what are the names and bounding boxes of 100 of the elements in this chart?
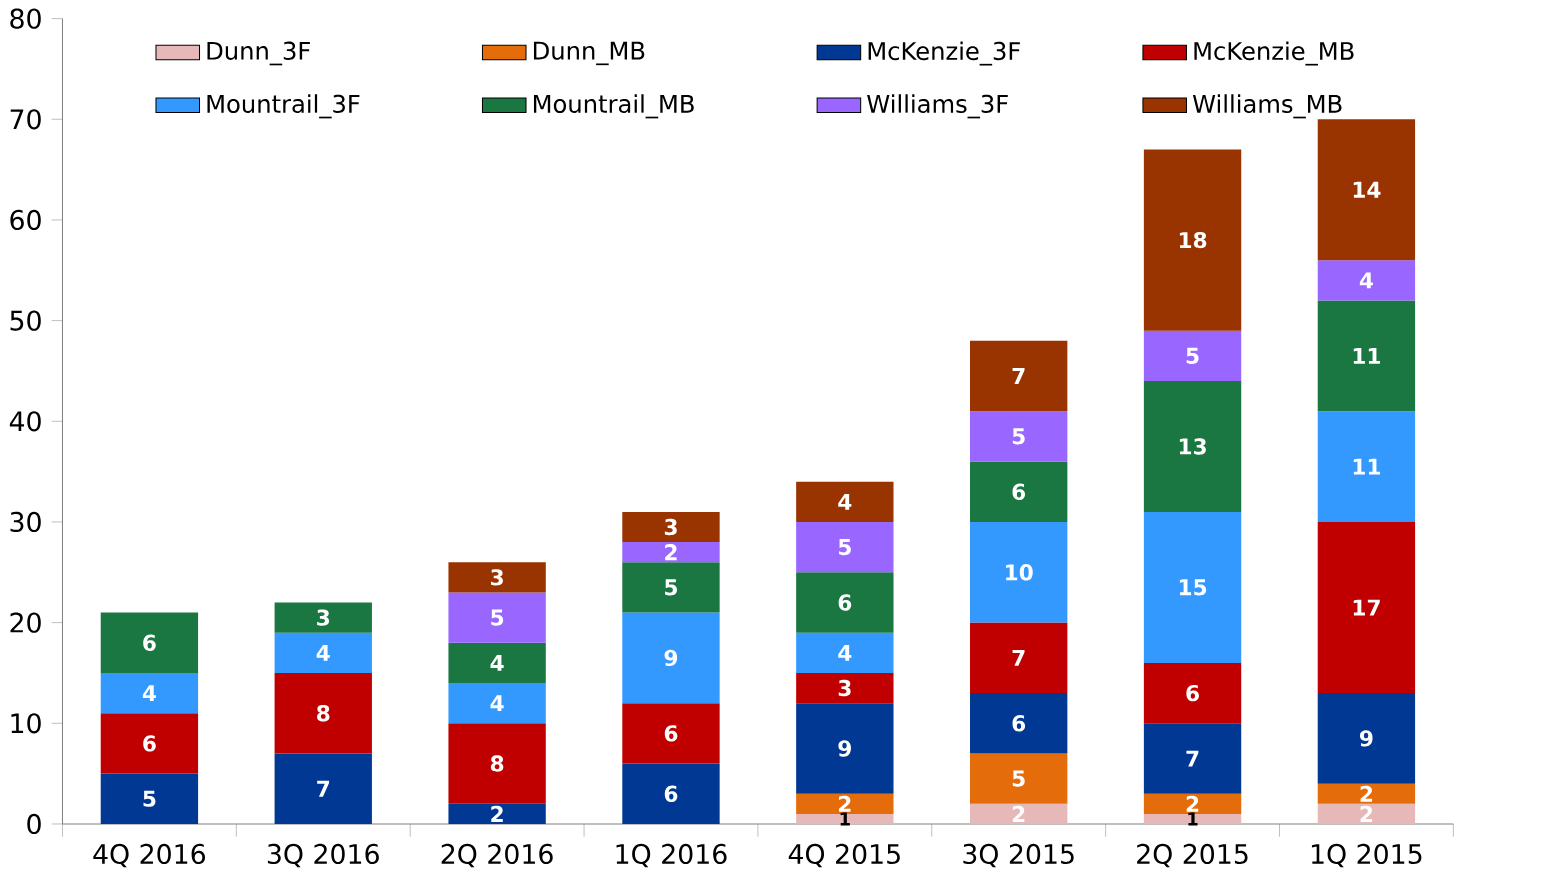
- bar: [622, 542, 720, 563]
- bar: [100, 673, 199, 714]
- x-tick-label: 3Q 2015: [963, 844, 1074, 868]
- y-tick-label: 80: [10, 8, 41, 29]
- bar: [1317, 260, 1416, 301]
- x-tick-label: 3Q 2016: [267, 844, 379, 868]
- bar: [970, 411, 1068, 462]
- bar: [970, 522, 1068, 623]
- data-label: 1: [840, 812, 850, 826]
- data-label: 10: [1006, 564, 1033, 581]
- data-label: 7: [1012, 650, 1025, 666]
- data-label: 7: [1012, 368, 1025, 385]
- bar: [970, 340, 1068, 412]
- bar: [1143, 330, 1242, 382]
- data-label: 4: [490, 695, 504, 712]
- data-label: 15: [1179, 579, 1207, 596]
- data-label: 2: [1360, 806, 1373, 823]
- bar: [622, 763, 720, 825]
- bar: [970, 803, 1068, 825]
- bar: [274, 753, 372, 825]
- data-label: 9: [1359, 730, 1373, 747]
- bar: [796, 522, 894, 573]
- data-label: 6: [143, 634, 156, 652]
- bar: [970, 693, 1068, 754]
- data-label: 4: [838, 494, 852, 510]
- bar: [622, 562, 720, 613]
- bar: [100, 612, 199, 674]
- bar: [1317, 783, 1416, 804]
- bar: [970, 461, 1068, 523]
- bar: [274, 632, 372, 674]
- bar: [796, 481, 894, 523]
- data-label: 4: [838, 645, 852, 661]
- bar: [796, 673, 894, 704]
- bar: [448, 683, 546, 724]
- data-label: 4: [490, 655, 504, 671]
- data-label: 18: [1179, 232, 1207, 249]
- data-label: 9: [838, 740, 851, 757]
- data-label: 2: [1186, 795, 1199, 813]
- data-label: 5: [491, 609, 504, 626]
- data-label: 3: [317, 609, 330, 626]
- data-label: 9: [664, 649, 678, 667]
- data-label: 6: [1186, 685, 1199, 702]
- bar: [796, 632, 894, 674]
- x-tick-label: 4Q 2015: [788, 844, 900, 868]
- bar: [622, 703, 720, 764]
- data-label: 2: [1360, 785, 1373, 802]
- bar: [274, 673, 372, 754]
- data-label: 3: [838, 680, 851, 697]
- bar: [448, 562, 546, 593]
- bar: [622, 512, 720, 543]
- data-label: 8: [490, 755, 504, 772]
- data-label: 2: [665, 544, 677, 561]
- data-label: 6: [143, 735, 156, 752]
- data-label: 2: [491, 806, 503, 823]
- bar: [1317, 693, 1416, 784]
- data-label: 1: [1188, 812, 1198, 826]
- bar: [1143, 512, 1242, 664]
- legend-label: McKenzie_3F: [868, 41, 1020, 66]
- legend-label: Williams_3F: [867, 94, 1008, 119]
- bar: [970, 622, 1068, 694]
- legend-label: Mountrail_3F: [207, 94, 360, 119]
- legend-label: Dunn_3F: [207, 41, 310, 66]
- data-label: 7: [1186, 750, 1199, 767]
- data-label: 5: [1012, 428, 1025, 445]
- bar: [1317, 411, 1416, 523]
- data-label: 7: [317, 780, 330, 797]
- data-label: 4: [316, 645, 330, 661]
- data-label: 5: [1186, 347, 1199, 365]
- y-tick-label: 10: [11, 713, 41, 734]
- y-tick-label: 0: [27, 813, 41, 835]
- y-tick-label: 60: [10, 209, 41, 231]
- bar: [100, 773, 199, 825]
- bar: [796, 572, 894, 633]
- bar: [448, 592, 546, 643]
- x-tick-label: 2Q 2016: [441, 844, 553, 868]
- bar: [1317, 300, 1416, 412]
- y-tick-label: 40: [9, 411, 41, 432]
- data-label: 6: [1012, 483, 1026, 501]
- bar: [970, 753, 1068, 804]
- data-label: 11: [1353, 348, 1381, 364]
- bar: [274, 602, 372, 633]
- y-tick-label: 30: [10, 511, 41, 533]
- data-label: 2: [839, 795, 851, 813]
- data-label: 3: [664, 518, 677, 536]
- bar: [1143, 663, 1242, 724]
- data-label: 6: [838, 594, 852, 611]
- data-label: 6: [1012, 715, 1026, 732]
- data-label: 11: [1353, 458, 1381, 475]
- bar: [1143, 149, 1242, 331]
- data-label: 5: [143, 790, 156, 808]
- data-label: 14: [1353, 182, 1381, 198]
- data-label: 5: [838, 539, 851, 556]
- x-tick-label: 4Q 2016: [93, 844, 206, 868]
- data-label: 8: [317, 705, 330, 722]
- x-tick-label: 1Q 2016: [616, 844, 727, 868]
- data-label: 17: [1353, 599, 1380, 616]
- bar: [1317, 803, 1416, 825]
- x-tick-label: 2Q 2015: [1137, 844, 1248, 868]
- data-label: 13: [1179, 438, 1206, 455]
- data-label: 5: [1012, 770, 1025, 787]
